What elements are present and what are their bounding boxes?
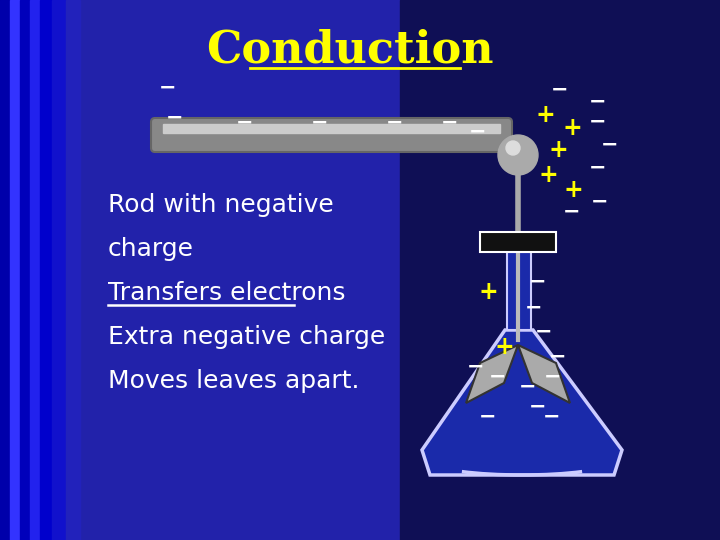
Text: −: − [467, 357, 485, 377]
Bar [30, 0, 40, 540]
Bar [66, 0, 80, 540]
Text: −: − [535, 322, 553, 342]
Polygon shape [466, 345, 518, 403]
Text: Extra negative charge: Extra negative charge [108, 325, 385, 349]
Text: +: + [563, 178, 583, 202]
Text: +: + [562, 116, 582, 140]
Circle shape [506, 141, 520, 155]
Bar [40, 0, 52, 540]
Text: −: − [159, 78, 176, 98]
Text: Conduction: Conduction [206, 29, 494, 71]
Text: −: − [552, 80, 569, 100]
Text: −: − [519, 377, 536, 397]
Bar [480, 232, 556, 252]
FancyBboxPatch shape [151, 118, 512, 152]
Text: −: − [526, 298, 543, 318]
Bar [163, 124, 500, 133]
Text: −: − [589, 112, 607, 132]
Text: charge: charge [108, 237, 194, 261]
Text: Transfers electrons: Transfers electrons [108, 281, 346, 305]
Text: −: − [480, 407, 497, 427]
Text: −: − [311, 113, 329, 133]
Text: −: − [386, 113, 404, 133]
Circle shape [498, 135, 538, 175]
Text: −: − [529, 272, 546, 292]
Text: −: − [591, 192, 608, 212]
Text: −: − [441, 113, 459, 133]
Text: Moves leaves apart.: Moves leaves apart. [108, 369, 359, 393]
Text: −: − [469, 122, 487, 142]
Text: −: − [589, 158, 607, 178]
Bar [507, 252, 531, 330]
Text: −: − [601, 135, 618, 155]
Text: −: − [549, 347, 567, 367]
Text: +: + [538, 163, 558, 187]
Bar [0, 0, 10, 540]
Text: +: + [494, 335, 514, 359]
Bar [10, 0, 20, 540]
Bar [80, 0, 400, 540]
Bar [20, 0, 30, 540]
Text: +: + [548, 138, 568, 162]
Text: −: − [529, 397, 546, 417]
Text: −: − [544, 367, 562, 387]
Text: +: + [535, 103, 555, 127]
Polygon shape [422, 330, 622, 475]
Text: −: − [563, 202, 581, 222]
Text: −: − [490, 367, 507, 387]
Text: −: − [589, 92, 607, 112]
Text: −: − [544, 407, 561, 427]
Text: +: + [478, 280, 498, 304]
Text: Rod with negative: Rod with negative [108, 193, 334, 217]
Text: −: − [166, 108, 184, 128]
Text: −: − [236, 113, 253, 133]
Polygon shape [518, 345, 570, 403]
Bar [52, 0, 66, 540]
Bar [400, 0, 720, 540]
